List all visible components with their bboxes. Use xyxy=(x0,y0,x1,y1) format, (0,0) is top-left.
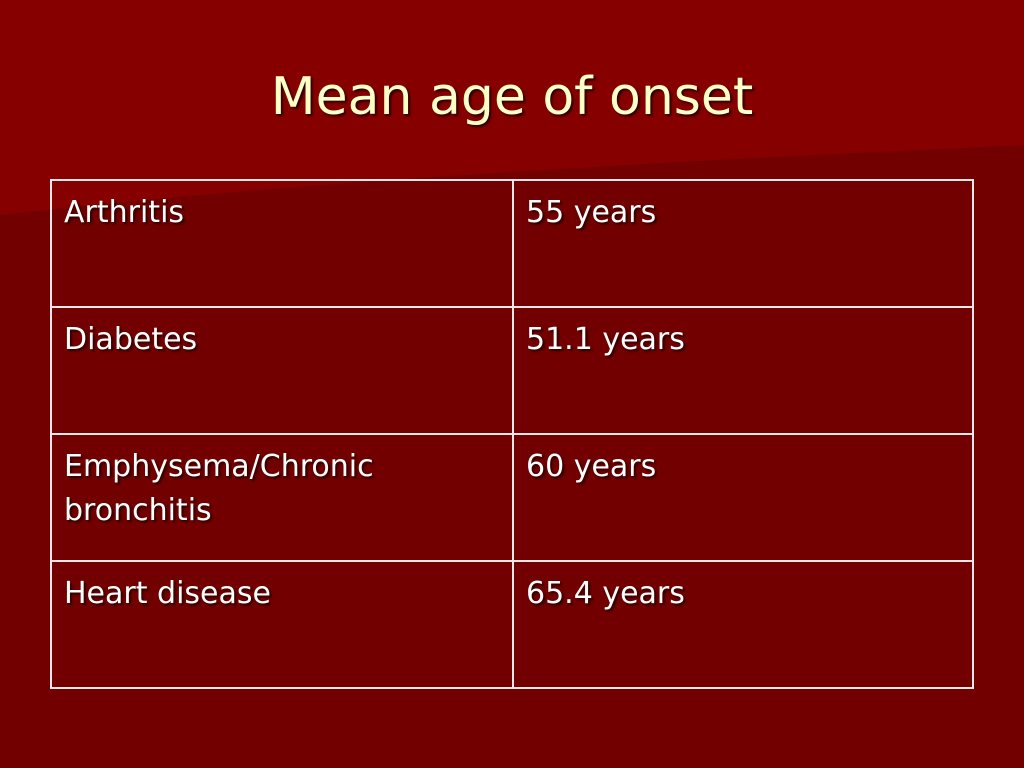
age-cell: 51.1 years xyxy=(512,306,974,435)
table-row: Diabetes 51.1 years xyxy=(50,306,974,435)
condition-cell: Arthritis xyxy=(50,179,514,308)
slide-title: Mean age of onset xyxy=(270,67,754,127)
background-swoosh xyxy=(0,0,1024,215)
age-cell: 60 years xyxy=(512,433,974,562)
table-row: Arthritis 55 years xyxy=(50,179,974,308)
age-cell: 65.4 years xyxy=(512,560,974,689)
condition-cell: Diabetes xyxy=(50,306,514,435)
table-row: Heart disease 65.4 years xyxy=(50,560,974,689)
data-table: Arthritis 55 years Diabetes 51.1 years Emphy… xyxy=(50,179,974,689)
age-cell: 55 years xyxy=(512,179,974,308)
condition-cell: Emphysema/Chronic bronchitis xyxy=(50,433,514,562)
table-row: Emphysema/Chronic bronchitis 60 years xyxy=(50,433,974,562)
condition-cell: Heart disease xyxy=(50,560,514,689)
